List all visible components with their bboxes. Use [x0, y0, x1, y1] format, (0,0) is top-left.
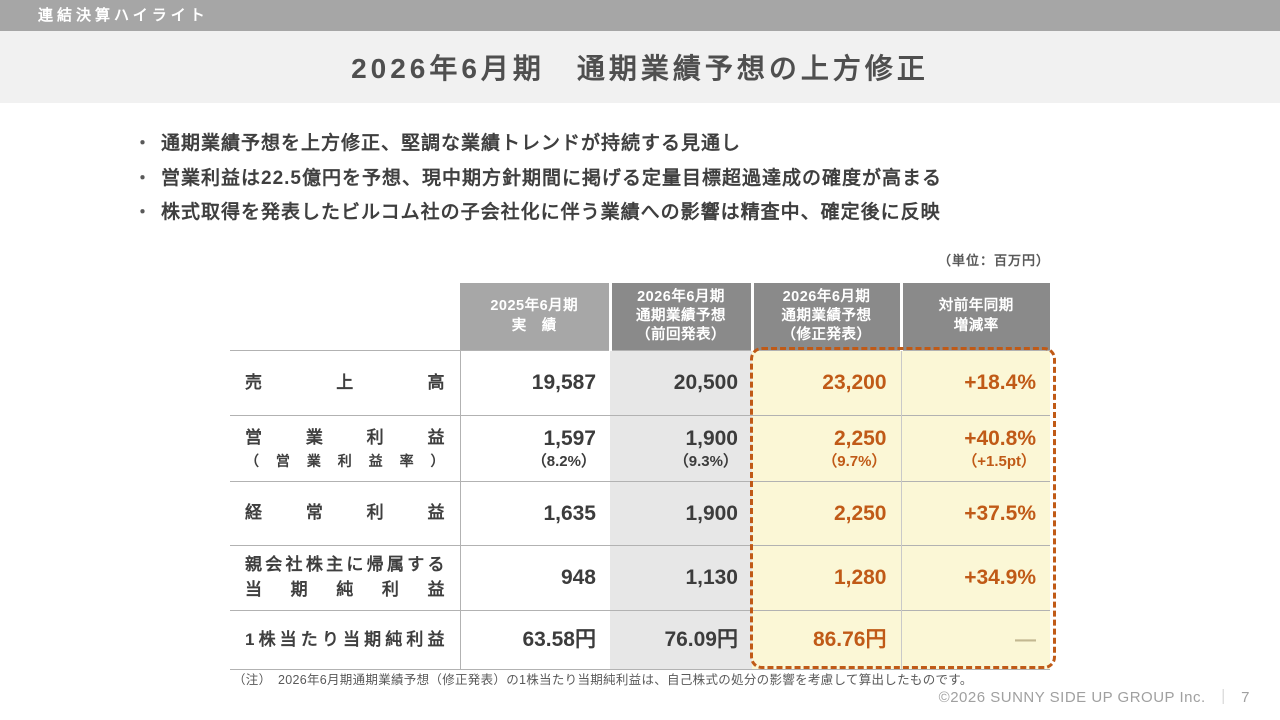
- row-label: 売上高: [230, 350, 461, 416]
- cell-actual: 19,587: [460, 350, 610, 416]
- cell-yoy-change: +34.9%: [900, 545, 1050, 611]
- bullet-item: ・ 株式取得を発表したビルコム社の子会社化に伴う業績への影響は精査中、確定後に反…: [134, 196, 942, 231]
- title-band: 2026年6月期 通期業績予想の上方修正: [0, 31, 1280, 103]
- footnote: （注） 2026年6月期通期業績予想（修正発表）の1株当たり当期純利益は、自己株…: [233, 673, 973, 687]
- cell-actual: 948: [460, 545, 610, 611]
- cell-actual: 63.58円: [460, 610, 610, 670]
- col-header-actual-2025: 2025年6月期 実 績: [460, 283, 610, 351]
- page-number: 7: [1241, 689, 1250, 706]
- results-table-wrap: 2025年6月期 実 績 2026年6月期 通期業績予想 （前回発表） 2026…: [230, 283, 1056, 670]
- bullet-dot-icon: ・: [134, 203, 152, 222]
- bullet-dot-icon: ・: [134, 134, 152, 153]
- cell-forecast-previous: 76.09円: [610, 610, 752, 670]
- table-row-operating-profit: 営業利益 （営業利益率） 1,597 （8.2%） 1,900 （9.3%） 2…: [230, 415, 1050, 482]
- page-title: 2026年6月期 通期業績予想の上方修正: [351, 53, 929, 84]
- cell-forecast-previous: 1,130: [610, 545, 752, 611]
- bullet-list: ・ 通期業績予想を上方修正、堅調な業績トレンドが持続する見通し ・ 営業利益は2…: [134, 127, 942, 231]
- results-table: 2025年6月期 実 績 2026年6月期 通期業績予想 （前回発表） 2026…: [230, 283, 1050, 670]
- unit-note: （単位：百万円）: [937, 253, 1050, 268]
- cell-forecast-previous: 1,900 （9.3%）: [610, 415, 752, 482]
- cell-forecast-revised: 23,200: [752, 350, 901, 416]
- header-row: 2025年6月期 実 績 2026年6月期 通期業績予想 （前回発表） 2026…: [230, 283, 1050, 351]
- top-bar: 連結決算ハイライト: [0, 0, 1280, 31]
- bullet-item: ・ 通期業績予想を上方修正、堅調な業績トレンドが持続する見通し: [134, 127, 942, 162]
- bullet-text: 株式取得を発表したビルコム社の子会社化に伴う業績への影響は精査中、確定後に反映: [161, 202, 941, 223]
- bullet-text: 営業利益は22.5億円を予想、現中期方針期間に掲げる定量目標超過達成の確度が高ま…: [161, 167, 942, 189]
- cell-forecast-previous: 20,500: [610, 350, 752, 416]
- page-footer: ©2026 SUNNY SIDE UP GROUP Inc. ｜ 7: [939, 686, 1250, 707]
- cell-forecast-revised: 2,250 （9.7%）: [752, 415, 901, 482]
- bullet-item: ・ 営業利益は22.5億円を予想、現中期方針期間に掲げる定量目標超過達成の確度が…: [134, 162, 942, 197]
- table-row-revenue: 売上高 19,587 20,500 23,200 +18.4%: [230, 350, 1050, 416]
- cell-yoy-change: +18.4%: [900, 350, 1050, 416]
- col-header-forecast-previous: 2026年6月期 通期業績予想 （前回発表）: [608, 283, 752, 351]
- cell-yoy-change: +40.8% （+1.5pt）: [900, 415, 1050, 482]
- cell-forecast-revised: 86.76円: [752, 610, 901, 670]
- cell-forecast-revised: 1,280: [752, 545, 901, 611]
- cell-yoy-change: —: [900, 610, 1050, 670]
- col-header-empty: [230, 283, 460, 351]
- footer-separator: ｜: [1215, 689, 1232, 706]
- cell-yoy-change: +37.5%: [900, 481, 1050, 546]
- bullet-text: 通期業績予想を上方修正、堅調な業績トレンドが持続する見通し: [161, 133, 742, 154]
- table-row-net-profit: 親会社株主に帰属する 当期純利益 948 1,130 1,280 +34.9%: [230, 545, 1050, 611]
- top-bar-label: 連結決算ハイライト: [38, 7, 209, 24]
- cell-forecast-previous: 1,900: [610, 481, 752, 546]
- bullet-dot-icon: ・: [134, 168, 152, 188]
- row-label: 経常利益: [230, 481, 461, 546]
- table-row-eps: 1株当たり当期純利益 63.58円 76.09円 86.76円 —: [230, 610, 1050, 670]
- copyright-text: ©2026 SUNNY SIDE UP GROUP Inc.: [938, 689, 1206, 706]
- col-header-forecast-revised: 2026年6月期 通期業績予想 （修正発表）: [750, 283, 901, 351]
- cell-actual: 1,635: [460, 481, 610, 546]
- table-row-ordinary-profit: 経常利益 1,635 1,900 2,250 +37.5%: [230, 481, 1050, 546]
- row-label: 親会社株主に帰属する 当期純利益: [230, 545, 461, 611]
- cell-forecast-revised: 2,250: [752, 481, 901, 546]
- cell-actual: 1,597 （8.2%）: [460, 415, 610, 482]
- col-header-yoy-change: 対前年同期 増減率: [899, 283, 1050, 351]
- row-label: 営業利益 （営業利益率）: [230, 415, 461, 482]
- row-label: 1株当たり当期純利益: [230, 610, 461, 670]
